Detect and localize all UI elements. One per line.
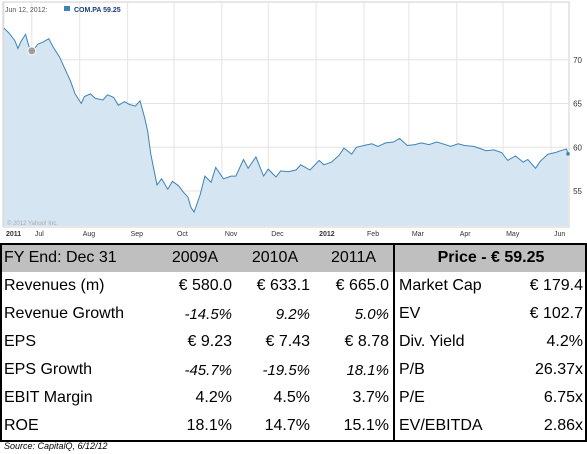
- year-2011-header: 2011A: [314, 244, 394, 272]
- year-2009-header: 2009A: [154, 244, 236, 272]
- last-price-dot: [566, 152, 570, 156]
- financial-summary-table: FY End: Dec 31 2009A 2010A 2011A Price -…: [0, 244, 587, 440]
- x-tick-label: 2011: [6, 231, 21, 238]
- value-2009: -14.5%: [184, 305, 232, 323]
- y-tick-labels: 70 65 60 55: [573, 56, 582, 196]
- row-label: ROE: [4, 417, 39, 434]
- value-2011: 18.1%: [346, 361, 389, 379]
- price-header: Price - € 59.25: [393, 244, 587, 272]
- legend-swatch: [64, 6, 70, 11]
- year-2010-header: 2010A: [236, 244, 314, 272]
- stock-chart: 70 65 60 55 2011 Jul Aug Sep Oct Nov Dec 2012 Feb Ma…: [2, 1, 583, 238]
- row-label: EPS Growth: [4, 361, 93, 378]
- value-2010: 4.5%: [273, 389, 310, 406]
- value-2010: 14.7%: [264, 417, 310, 434]
- value-2011: 3.7%: [352, 389, 389, 406]
- metric-value: 26.37x: [534, 361, 583, 378]
- price-line: [3, 27, 569, 214]
- row-label: EBIT Margin: [4, 389, 93, 406]
- x-tick-label: Nov: [225, 231, 238, 238]
- metric-value: 2.86x: [543, 417, 583, 434]
- value-2009: 18.1%: [186, 417, 232, 434]
- metric-value: € 179.4: [529, 277, 583, 294]
- dividend-marker: [27, 46, 37, 56]
- x-tick-label: Feb: [367, 231, 379, 238]
- x-tick-labels: 2011 Jul Aug Sep Oct Nov Dec 2012 Feb Mar Apr May Ju…: [6, 231, 565, 238]
- value-2010: € 633.1: [256, 277, 310, 294]
- fy-end-header: FY End: Dec 31: [0, 244, 154, 272]
- row-label: Revenues (m): [4, 277, 105, 294]
- y-tick-label: 55: [573, 187, 582, 196]
- value-2011: 15.1%: [343, 417, 389, 434]
- y-tick-label: 70: [573, 56, 582, 65]
- row-label: EPS: [4, 333, 37, 350]
- metric-label: EV/EBITDA: [393, 412, 504, 440]
- table-row: ROE 18.1% 14.7% 15.1% EV/EBITDA 2.86x: [0, 412, 587, 440]
- metric-label: P/B: [393, 356, 504, 384]
- value-2009: 4.2%: [195, 389, 232, 406]
- marker-layer: [27, 46, 570, 156]
- x-tick-label: Oct: [177, 231, 188, 238]
- dividend-marker-dot: [27, 46, 37, 56]
- row-label: Revenue Growth: [4, 305, 125, 322]
- stock-chart-svg: 70 65 60 55 2011 Jul Aug Sep Oct Nov Dec 2012 Feb Ma…: [2, 1, 583, 238]
- x-tick-label: Aug: [83, 231, 96, 238]
- metric-value: € 102.7: [529, 305, 583, 322]
- plot-frame: [2, 1, 570, 228]
- value-2011: € 8.78: [344, 333, 389, 350]
- table-row: Revenues (m) € 580.0 € 633.1 € 665.0 Mar…: [0, 272, 587, 300]
- y-tick-label: 60: [573, 143, 582, 152]
- x-tick-label: Sep: [131, 231, 144, 238]
- price-area: [4, 28, 568, 226]
- value-2009: € 580.0: [178, 277, 232, 294]
- y-tick-label: 65: [573, 100, 582, 109]
- table-row: EPS € 9.23 € 7.43 € 8.78 Div. Yield 4.2%: [0, 328, 587, 356]
- x-tick-label: Jun: [554, 231, 565, 238]
- ticker-label: COM.PA 59.25: [74, 7, 121, 14]
- value-2010: € 7.43: [265, 333, 310, 350]
- source-note: Source: CapitalQ, 6/12/12: [4, 441, 108, 451]
- x-tick-label: Jul: [35, 231, 44, 238]
- x-tick-label: Mar: [412, 231, 425, 238]
- table-row: EBIT Margin 4.2% 4.5% 3.7% P/E 6.75x: [0, 384, 587, 412]
- table-header-row: FY End: Dec 31 2009A 2010A 2011A Price -…: [0, 244, 587, 272]
- value-2009: € 9.23: [187, 333, 232, 350]
- metric-label: P/E: [393, 384, 504, 412]
- metric-label: Div. Yield: [393, 328, 504, 356]
- value-2011: 5.0%: [354, 305, 389, 323]
- value-2009: -45.7%: [184, 361, 232, 379]
- metric-value: 6.75x: [543, 389, 583, 406]
- value-2010: -19.5%: [262, 361, 310, 379]
- yahoo-watermark: © 2012 Yahoo! Inc.: [7, 220, 58, 227]
- metric-label: Market Cap: [393, 272, 504, 300]
- x-tick-label: May: [506, 231, 520, 238]
- table-row: EPS Growth -45.7% -19.5% 18.1% P/B 26.37…: [0, 356, 587, 384]
- x-tick-label: Apr: [460, 231, 472, 238]
- date-label: Jun 12, 2012:: [5, 7, 47, 14]
- metric-label: EV: [393, 300, 504, 328]
- value-2011: € 665.0: [335, 277, 389, 294]
- metric-value: 4.2%: [546, 333, 583, 350]
- table-row: Revenue Growth -14.5% 9.2% 5.0% EV € 102…: [0, 300, 587, 328]
- value-2010: 9.2%: [275, 305, 310, 323]
- x-tick-label: 2012: [319, 231, 335, 238]
- x-tick-label: Dec: [271, 231, 284, 238]
